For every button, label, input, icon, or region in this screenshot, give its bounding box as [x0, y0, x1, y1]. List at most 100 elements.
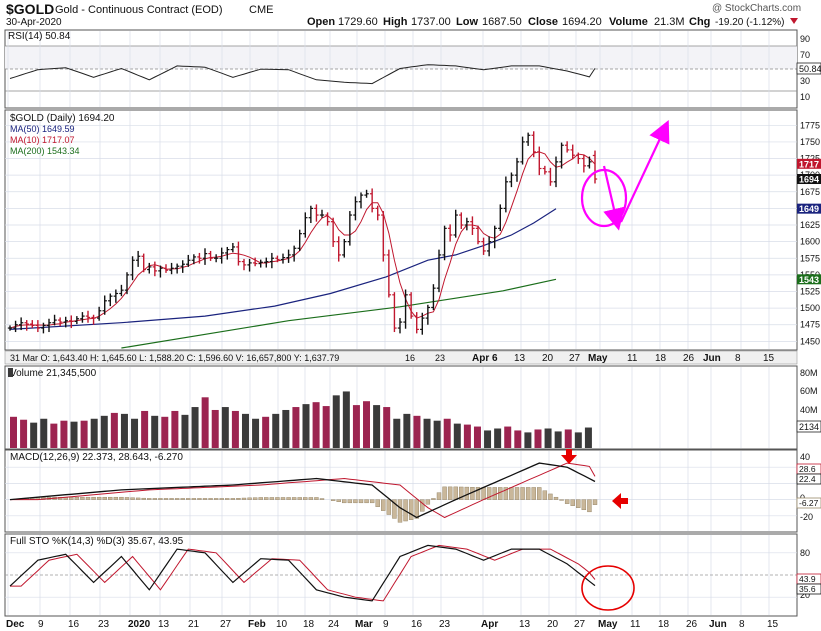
chg-label: Chg: [689, 16, 710, 28]
macd-hist-bar: [119, 496, 124, 500]
macd-tick: 40: [800, 452, 810, 462]
ohlc-bar: [364, 189, 369, 198]
macd-hist-bar: [152, 498, 158, 500]
macd-hist-bar: [358, 499, 364, 504]
macd-hist-bar: [219, 498, 224, 500]
exchange-label: CME: [249, 4, 273, 16]
chart-date: 30-Apr-2020: [6, 17, 62, 28]
ohlc-bar: [85, 310, 91, 323]
volume-bar: [443, 418, 451, 448]
ohlc-bar: [91, 314, 96, 325]
volume-bar: [80, 420, 88, 448]
ohlc-bar: [13, 320, 18, 333]
macd-hist-bar: [553, 496, 559, 500]
macd-hist-bar: [392, 499, 397, 519]
macd-hist-bar: [503, 487, 509, 500]
macd-hist-bar: [381, 499, 386, 511]
volume-bar: [302, 404, 310, 448]
x-axis-label: Feb: [248, 619, 266, 630]
macd-line: [9, 462, 596, 519]
copyright-label: @ StockCharts.com: [712, 3, 801, 14]
ohlc-bar: [69, 315, 74, 329]
volume-bars: [10, 391, 592, 448]
ohlc-bar: [225, 246, 230, 260]
ohlc-bar: [375, 205, 380, 221]
macd-hist-bar: [531, 487, 536, 500]
low-value: 1687.50: [482, 16, 522, 28]
volume-tick: 80M: [800, 368, 818, 378]
ohlc-bar: [459, 212, 464, 230]
x-axis-label: 16: [411, 619, 423, 630]
sto-last: 35.6: [799, 584, 816, 594]
x-axis-label: 18: [658, 619, 670, 630]
macd-hist-bar: [147, 498, 152, 500]
ohlc-bar: [80, 312, 85, 323]
rsi-label: RSI(14) 50.84: [8, 31, 71, 42]
ohlc-bar: [520, 136, 525, 165]
ohlc-bar: [442, 225, 447, 261]
macd-hist-bar: [481, 487, 486, 500]
macd-hist-bar: [135, 497, 141, 500]
volume-bar: [171, 410, 179, 448]
inner-date: 20: [542, 353, 554, 364]
macd-hist-bar: [336, 499, 341, 502]
macd-hist-bar: [342, 499, 347, 504]
volume-panel-label: Volume 21,345,500: [10, 368, 97, 379]
ohlc-bar: [559, 142, 564, 169]
ohlc-bar: [30, 320, 35, 329]
macd-hist-bar: [564, 499, 570, 504]
ohlc-bar: [330, 217, 336, 247]
ohlc-bar: [576, 152, 581, 164]
volume-bar: [423, 418, 431, 448]
x-axis-label: 8: [739, 619, 745, 630]
price-last-label: 1543: [799, 275, 819, 285]
ohlc-bar: [291, 245, 297, 262]
macd-label: MACD(12,26,9) 22.373, 28.643, -6.270: [10, 452, 183, 463]
ohlc-bar: [174, 263, 180, 274]
macd-hist-bar: [436, 492, 442, 500]
volume-bar: [393, 418, 401, 448]
macd-hist-bar: [186, 498, 191, 500]
volume-bar: [120, 413, 128, 448]
x-axis-label: May: [598, 619, 618, 630]
price-tick: 1475: [800, 320, 820, 330]
macd-hist-bar: [364, 499, 369, 504]
volume-bar: [524, 432, 532, 448]
volume-value: 21.3M: [654, 16, 685, 28]
macd-hist-bar: [330, 499, 336, 501]
ohlc-bar: [169, 262, 174, 275]
open-value: 1729.60: [338, 16, 378, 28]
down-triangle-icon: [790, 18, 798, 24]
price-tick: 1600: [800, 237, 820, 247]
sto-k-line: [9, 544, 596, 602]
ohlc-bar: [252, 257, 258, 267]
macd-hist-bar: [163, 498, 169, 500]
ohlc-bar: [241, 258, 247, 271]
macd-hist-bar: [375, 499, 380, 507]
volume-bar: [211, 409, 219, 448]
macd-hist-bar: [447, 486, 453, 500]
macd-hist-bar: [130, 497, 135, 500]
x-axis-label: Jun: [709, 619, 727, 630]
volume-bar: [534, 429, 542, 448]
volume-bar: [90, 418, 98, 448]
ohlc-bar: [581, 154, 587, 173]
ohlc-bar: [119, 284, 124, 297]
ohlc-bar: [191, 254, 197, 265]
volume-bar: [181, 414, 189, 448]
red-down-arrow-annotation: [561, 449, 577, 464]
price-legend: $GOLD (Daily) 1694.20 MA(50) 1649.59 MA(…: [10, 113, 115, 156]
ohlc-bar: [408, 292, 414, 319]
ohlc-bar: [548, 167, 553, 186]
macd-hist-bar: [91, 496, 96, 500]
ohlc-bar: [297, 229, 302, 251]
macd-hist-bar: [570, 499, 575, 506]
volume-bar: [342, 391, 350, 448]
price-tick: 1500: [800, 303, 820, 313]
volume-bar: [312, 402, 320, 448]
volume-bar: [201, 397, 209, 448]
ohlc-bar: [425, 304, 431, 325]
ohlc-bar: [347, 211, 353, 246]
macd-hist-bar: [319, 498, 325, 500]
inner-date: 16: [405, 353, 415, 363]
